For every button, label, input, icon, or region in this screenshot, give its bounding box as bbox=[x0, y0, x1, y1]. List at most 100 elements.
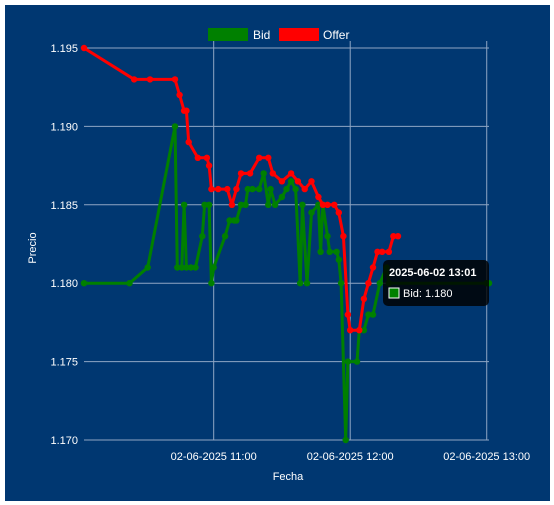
data-point-offer[interactable] bbox=[203, 154, 211, 161]
data-point-offer[interactable] bbox=[374, 248, 381, 255]
data-point-bid[interactable] bbox=[237, 201, 245, 208]
data-point-offer[interactable] bbox=[278, 178, 286, 185]
data-point-bid[interactable] bbox=[303, 280, 311, 287]
data-point-offer[interactable] bbox=[315, 193, 322, 201]
data-point-offer[interactable] bbox=[215, 185, 222, 193]
data-point-offer[interactable] bbox=[233, 185, 240, 193]
data-point-bid[interactable] bbox=[208, 280, 215, 287]
data-point-offer[interactable] bbox=[324, 201, 331, 208]
data-point-bid[interactable] bbox=[210, 264, 217, 271]
y-tick-label: 1.190 bbox=[50, 121, 78, 133]
data-point-bid[interactable] bbox=[297, 280, 304, 287]
data-point-bid[interactable] bbox=[244, 185, 251, 193]
data-point-offer[interactable] bbox=[256, 154, 263, 161]
data-point-bid[interactable] bbox=[183, 264, 190, 271]
data-point-bid[interactable] bbox=[171, 123, 179, 130]
data-point-offer[interactable] bbox=[390, 233, 397, 240]
data-point-offer[interactable] bbox=[360, 295, 368, 303]
data-point-bid[interactable] bbox=[333, 248, 340, 255]
data-point-bid[interactable] bbox=[265, 201, 272, 208]
data-point-bid[interactable] bbox=[324, 233, 331, 240]
data-point-bid[interactable] bbox=[144, 264, 151, 271]
data-point-offer[interactable] bbox=[194, 154, 201, 161]
data-point-bid[interactable] bbox=[299, 201, 306, 208]
data-point-offer[interactable] bbox=[319, 201, 327, 208]
data-point-bid[interactable] bbox=[287, 178, 295, 185]
data-point-bid[interactable] bbox=[174, 264, 181, 271]
data-point-bid[interactable] bbox=[326, 248, 333, 255]
data-point-bid[interactable] bbox=[369, 311, 377, 318]
data-point-offer[interactable] bbox=[378, 248, 386, 255]
data-point-bid[interactable] bbox=[233, 217, 240, 224]
data-point-offer[interactable] bbox=[183, 107, 190, 114]
data-point-offer[interactable] bbox=[331, 201, 338, 208]
data-point-bid[interactable] bbox=[337, 280, 345, 287]
data-point-offer[interactable] bbox=[228, 201, 236, 208]
data-point-offer[interactable] bbox=[394, 233, 402, 240]
data-point-bid[interactable] bbox=[283, 185, 290, 193]
data-point-offer[interactable] bbox=[347, 327, 354, 334]
data-point-offer[interactable] bbox=[146, 76, 154, 83]
data-point-offer[interactable] bbox=[171, 76, 179, 83]
data-point-offer[interactable] bbox=[269, 170, 276, 177]
y-tick-label: 1.175 bbox=[50, 357, 78, 369]
data-point-offer[interactable] bbox=[301, 185, 308, 193]
data-point-bid[interactable] bbox=[335, 256, 342, 263]
data-point-offer[interactable] bbox=[340, 233, 347, 240]
data-point-offer[interactable] bbox=[365, 280, 372, 287]
data-point-bid[interactable] bbox=[344, 358, 352, 365]
data-point-bid[interactable] bbox=[315, 201, 322, 208]
data-point-offer[interactable] bbox=[356, 327, 363, 334]
data-point-offer[interactable] bbox=[224, 185, 231, 193]
data-point-bid[interactable] bbox=[260, 170, 267, 177]
data-point-bid[interactable] bbox=[249, 185, 256, 193]
series-offer bbox=[80, 44, 402, 334]
data-point-offer[interactable] bbox=[246, 170, 254, 177]
data-point-offer[interactable] bbox=[185, 138, 192, 146]
data-point-bid[interactable] bbox=[376, 280, 383, 287]
data-point-bid[interactable] bbox=[360, 327, 368, 334]
data-point-bid[interactable] bbox=[226, 217, 233, 224]
data-point-bid[interactable] bbox=[365, 311, 372, 318]
data-point-bid[interactable] bbox=[187, 264, 195, 271]
data-point-offer[interactable] bbox=[369, 264, 377, 271]
data-point-offer[interactable] bbox=[237, 170, 245, 177]
data-point-bid[interactable] bbox=[192, 264, 199, 271]
data-point-offer[interactable] bbox=[176, 91, 183, 99]
data-point-bid[interactable] bbox=[242, 201, 249, 208]
data-point-bid[interactable] bbox=[308, 209, 315, 216]
data-point-bid[interactable] bbox=[342, 436, 349, 444]
data-point-offer[interactable] bbox=[208, 185, 215, 193]
data-point-bid[interactable] bbox=[199, 233, 206, 240]
grid bbox=[84, 41, 489, 441]
data-point-offer[interactable] bbox=[335, 209, 342, 216]
x-tick-label: 02-06-2025 13:00 bbox=[443, 451, 530, 463]
data-point-offer[interactable] bbox=[130, 76, 138, 83]
x-axis: 02-06-2025 11:00 02-06-2025 12:00 02-06-20… bbox=[171, 451, 530, 463]
data-point-offer[interactable] bbox=[385, 248, 393, 255]
data-point-bid[interactable] bbox=[256, 185, 263, 193]
y-tick-label: 1.185 bbox=[50, 200, 78, 212]
data-point-bid[interactable] bbox=[205, 201, 213, 208]
data-point-bid[interactable] bbox=[353, 358, 361, 365]
data-point-offer[interactable] bbox=[205, 162, 213, 169]
data-point-offer[interactable] bbox=[294, 178, 302, 185]
data-point-bid[interactable] bbox=[178, 264, 185, 271]
data-point-offer[interactable] bbox=[308, 178, 315, 185]
data-point-bid[interactable] bbox=[271, 201, 279, 208]
data-point-bid[interactable] bbox=[267, 185, 274, 193]
data-point-offer[interactable] bbox=[80, 44, 88, 52]
data-point-bid[interactable] bbox=[126, 280, 133, 287]
legend-item-offer[interactable]: Offer bbox=[279, 28, 349, 42]
legend-item-bid[interactable]: Bid bbox=[208, 28, 270, 42]
data-point-bid[interactable] bbox=[292, 185, 299, 193]
data-point-bid[interactable] bbox=[278, 193, 286, 201]
data-point-offer[interactable] bbox=[265, 154, 272, 161]
data-point-bid[interactable] bbox=[201, 201, 208, 208]
data-point-bid[interactable] bbox=[221, 233, 229, 240]
data-point-bid[interactable] bbox=[317, 248, 324, 255]
data-point-offer[interactable] bbox=[287, 170, 295, 177]
data-point-bid[interactable] bbox=[80, 280, 88, 287]
data-point-offer[interactable] bbox=[344, 311, 352, 318]
data-point-bid[interactable] bbox=[180, 201, 188, 208]
